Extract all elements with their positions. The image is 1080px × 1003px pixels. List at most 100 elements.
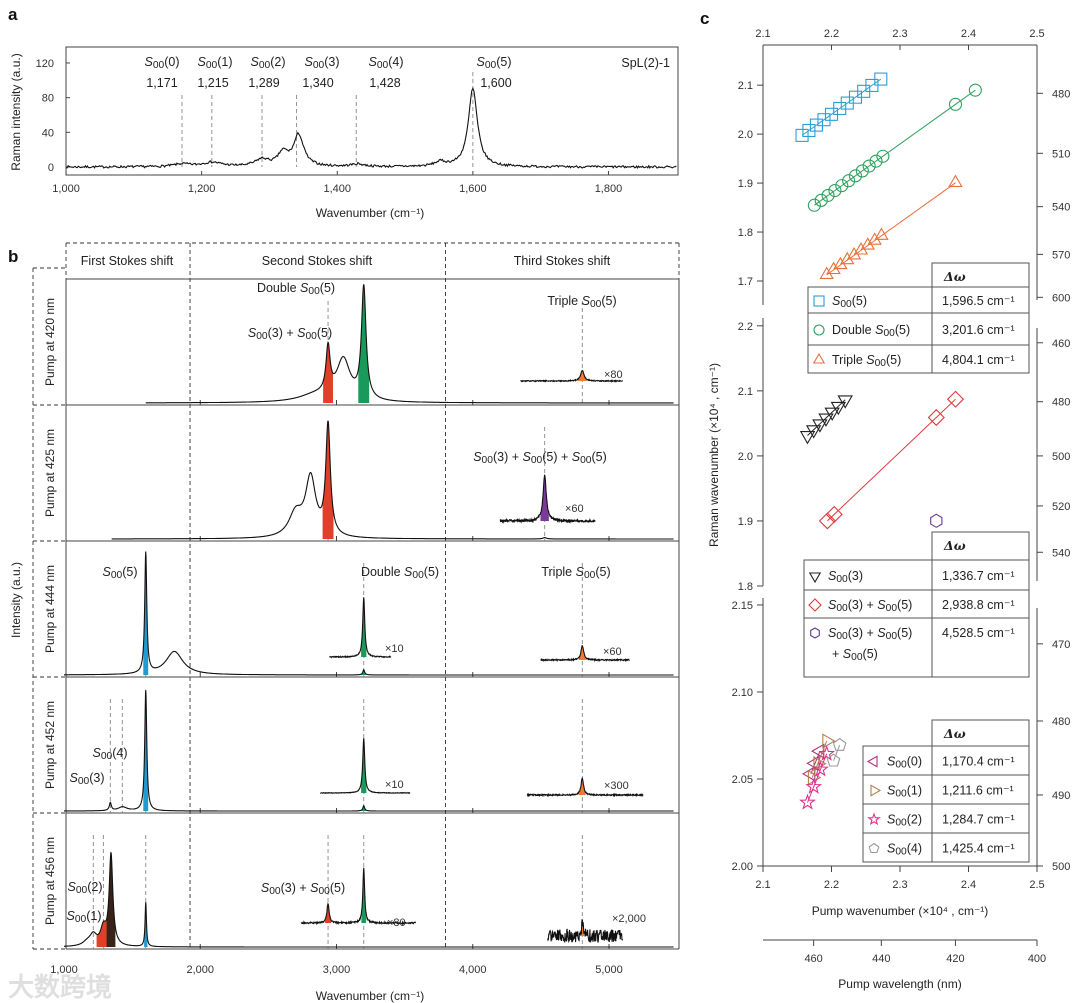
inset-spectrum-line <box>499 474 596 524</box>
data-point <box>874 72 888 86</box>
peak-fill <box>361 805 366 811</box>
series-circle <box>807 83 982 212</box>
data-point <box>927 408 945 427</box>
peak-label: S00(3) + S00(5) <box>261 881 345 897</box>
data-point <box>968 83 982 97</box>
peak-fill <box>106 852 116 947</box>
data-point <box>830 401 847 416</box>
panel-label-b: b <box>8 247 18 266</box>
peak-label: S00(3) + S00(5) + S00(5) <box>473 450 607 466</box>
data-point <box>817 113 831 127</box>
inset-peak-fill <box>361 597 367 657</box>
y-tick-label: 0 <box>48 162 54 174</box>
data-point <box>799 793 816 810</box>
spectrum-line <box>64 689 674 812</box>
triangle-up-marker-icon <box>812 352 826 364</box>
right-tick-label: 600 <box>1052 292 1070 304</box>
right-tick-label: 570 <box>1052 249 1070 261</box>
legend-series-name: S00(0) <box>887 755 922 771</box>
peak-label: S00(4) <box>368 55 403 71</box>
peak-fill <box>361 669 366 675</box>
raman-spectrum-line <box>66 86 677 170</box>
data-point <box>824 407 840 422</box>
triangle-down-marker-icon <box>808 572 822 584</box>
peak-label: S00(0) <box>144 55 179 71</box>
peak-value: 1,600 <box>480 76 511 90</box>
row-label: Pump at 425 nm <box>43 429 57 517</box>
right-tick-label: 520 <box>1052 501 1070 513</box>
inset-peak-fill <box>578 645 586 660</box>
data-point <box>862 159 876 173</box>
panel-c-chart: Pump wavenumber (×10⁴ , cm⁻¹) Pump wavel… <box>707 28 1070 991</box>
x-tick-label: 5,000 <box>595 964 623 976</box>
x-tick-label: 2.2 <box>824 879 839 891</box>
peak-value: 1,215 <box>197 76 228 90</box>
peak-label: Double S00(5) <box>257 281 335 297</box>
inset-spectrum-line <box>547 918 624 944</box>
legend-delta-value: 3,201.6 cm⁻¹ <box>942 323 1015 337</box>
series-fit-line <box>827 398 956 522</box>
data-point <box>842 174 856 188</box>
legend-table: Δω S00(5) 1,596.5 cm⁻¹ Double S00(5) 3,201.6… <box>807 262 1030 374</box>
peak-label: S00(3) <box>304 55 339 71</box>
series-star <box>799 744 836 810</box>
legend-series-name: S00(1) <box>887 784 922 800</box>
magnification-label: ×2,000 <box>612 913 646 925</box>
panel-c-x2label: Pump wavelength (nm) <box>838 977 961 991</box>
legend-series-name: S00(2) <box>887 813 922 829</box>
inset-spectrum-line <box>540 645 630 663</box>
data-point <box>795 128 809 142</box>
data-point <box>948 97 963 111</box>
data-point <box>876 149 890 163</box>
series-hexagon <box>930 513 943 528</box>
data-point <box>802 123 816 138</box>
data-point <box>818 413 834 427</box>
x-tick-label: 2.5 <box>1029 879 1044 891</box>
peak-label: S00(2) <box>67 880 102 896</box>
panel-b-ylabel: Intensity (a.u.) <box>9 562 23 638</box>
panel-a-ylabel: Raman intensity (a.u.) <box>9 53 23 170</box>
magnification-label: ×10 <box>385 643 404 655</box>
legend-delta-value: 1,284.7 cm⁻¹ <box>942 813 1015 827</box>
inset-spectrum-line <box>526 777 644 798</box>
triangle-left-marker-icon <box>866 755 878 768</box>
magnification-label: ×300 <box>604 780 629 792</box>
legend-series-name: S00(3) + S00(5) <box>828 598 912 614</box>
peak-label: S00(5) <box>476 55 511 71</box>
peak-label: Double S00(5) <box>361 565 439 581</box>
right-tick-label: 500 <box>1052 861 1070 873</box>
region-header: Third Stokes shift <box>514 254 611 268</box>
legend-series-name: Double S00(5) <box>832 323 910 339</box>
magnification-label: ×60 <box>565 503 584 515</box>
data-point <box>821 188 835 202</box>
spectrum-row-pump-at-456-nm: Pump at 456 nm S00(2) S00(1) S00(3) + S00(5… <box>43 835 679 950</box>
subplot-3: 2.15 2.10 2.05 2.00 470 480 490 500 Δω S00(0) 1,17… <box>732 598 1070 873</box>
legend-delta-value: 2,938.8 cm⁻¹ <box>942 598 1015 612</box>
x-tick-label: 2.3 <box>892 879 907 891</box>
series-diamond <box>818 390 965 530</box>
legend-table: Δω S00(0) 1,170.4 cm⁻¹ S00(1) 1,211.6 cm⁻¹ S0… <box>862 719 1030 863</box>
top-x-tick-label: 2.1 <box>755 28 770 40</box>
data-point <box>813 755 827 772</box>
top-x-tick-label: 2.4 <box>961 28 976 40</box>
top-x-tick-label: 2.3 <box>892 28 907 40</box>
legend-table: Δω S00(3) 1,336.7 cm⁻¹ S00(3) + S00(5) 2,938… <box>803 531 1030 678</box>
panel-c-ylabel: Raman wavenumber (×10⁴ , cm⁻¹) <box>707 363 721 547</box>
inset-peak-fill <box>540 475 549 521</box>
legend-delta-value: 1,425.4 cm⁻¹ <box>942 842 1015 856</box>
y-tick-label: 1.9 <box>738 516 753 528</box>
x-tick-label: 3,000 <box>323 964 351 976</box>
inset-peak-fill <box>325 903 332 923</box>
spectrum-row-pump-at-425-nm: Pump at 425 nm S00(3) + S00(5) + S00(5) ×6… <box>43 420 679 542</box>
top-x-tick-label: 2.2 <box>824 28 839 40</box>
y-tick-label: 2.15 <box>732 600 753 612</box>
data-point <box>835 179 849 193</box>
peak-fill <box>144 902 148 947</box>
legend-header: Δω <box>943 269 966 284</box>
spectrum-line <box>64 551 674 676</box>
row-label: Pump at 420 nm <box>43 298 57 386</box>
peak-label: S00(3) + S00(5) <box>248 326 332 342</box>
panel-a-chart: Wavenumber (cm⁻¹) Raman intensity (a.u.)… <box>9 46 679 220</box>
x-tick-label: 2.4 <box>961 879 976 891</box>
